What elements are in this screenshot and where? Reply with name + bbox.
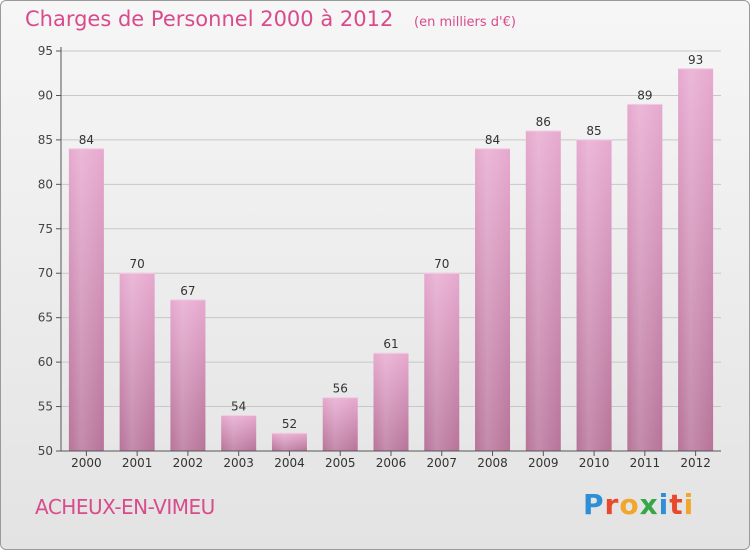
chart-subtitle: (en milliers d'€) (414, 15, 516, 30)
x-tick-label: 2004 (274, 456, 305, 470)
data-label: 86 (536, 115, 551, 129)
data-label: 56 (333, 382, 348, 396)
logo-letter: t (669, 488, 684, 521)
y-tick-label: 70 (38, 266, 53, 280)
bar-highlight (475, 148, 511, 451)
bar-chart: 84 70 67 54 52 56 61 70 84 86 85 89 93 50 55 60 65 70 75 8… (38, 44, 721, 470)
data-label: 89 (637, 88, 652, 102)
bar-highlight (271, 433, 307, 451)
chart-title: Charges de Personnel 2000 à 2012 (en mil… (25, 7, 516, 31)
logo-letter: r (604, 488, 620, 521)
x-tick-label: 2003 (223, 456, 254, 470)
y-tick-label: 50 (38, 444, 53, 458)
data-label: 70 (130, 257, 145, 271)
bar-highlight (678, 68, 714, 452)
bars-layer: 84 70 67 54 52 56 61 70 84 86 85 89 93 (68, 53, 714, 452)
bar-highlight (627, 104, 663, 451)
bar-highlight (424, 273, 460, 451)
data-label: 85 (586, 124, 601, 138)
y-tick-label: 55 (38, 400, 53, 414)
y-tick-label: 95 (38, 44, 53, 58)
bar-highlight (221, 415, 257, 451)
chart-title-text: Charges de Personnel 2000 à 2012 (25, 7, 394, 31)
data-label: 70 (434, 257, 449, 271)
bar-highlight (170, 299, 206, 451)
bar-highlight (68, 148, 104, 451)
bar-highlight (119, 273, 155, 451)
y-tick-label: 60 (38, 355, 53, 369)
x-tick-label: 2011 (630, 456, 661, 470)
x-tick-label: 2002 (173, 456, 204, 470)
data-label: 84 (79, 133, 94, 147)
y-tick-label: 90 (38, 88, 53, 102)
logo-letter: o (619, 488, 640, 521)
data-label: 93 (688, 53, 703, 67)
x-tick-label: 2006 (376, 456, 407, 470)
bar-highlight (373, 353, 409, 451)
x-tick-label: 2008 (477, 456, 508, 470)
y-tick-label: 85 (38, 133, 53, 147)
x-tick-label: 2001 (122, 456, 153, 470)
y-tick-label: 80 (38, 177, 53, 191)
x-tick-label: 2005 (325, 456, 356, 470)
bar-highlight (322, 397, 358, 451)
y-tick-label: 65 (38, 311, 53, 325)
x-tick-label: 2000 (71, 456, 102, 470)
data-label: 61 (383, 337, 398, 351)
x-tick-label: 2012 (680, 456, 711, 470)
logo-letter: P (583, 488, 605, 521)
x-tick-label: 2010 (579, 456, 610, 470)
proxiti-logo: Proxiti (583, 488, 694, 521)
bar-highlight (576, 139, 612, 451)
axis-layer: 50 55 60 65 70 75 80 85 90 95 2000 2001 2002 2003 2004… (38, 44, 721, 470)
y-tick-label: 75 (38, 222, 53, 236)
x-tick-label: 2009 (528, 456, 559, 470)
data-label: 84 (485, 133, 500, 147)
data-label: 52 (282, 417, 297, 431)
logo-letter: i (658, 488, 670, 521)
bar-highlight (525, 131, 561, 451)
data-label: 54 (231, 399, 246, 413)
logo-letter: i (683, 488, 695, 521)
logo-letter: x (639, 488, 659, 521)
commune-name: ACHEUX-EN-VIMEU (35, 495, 215, 519)
data-label: 67 (180, 284, 195, 298)
x-tick-label: 2007 (426, 456, 457, 470)
